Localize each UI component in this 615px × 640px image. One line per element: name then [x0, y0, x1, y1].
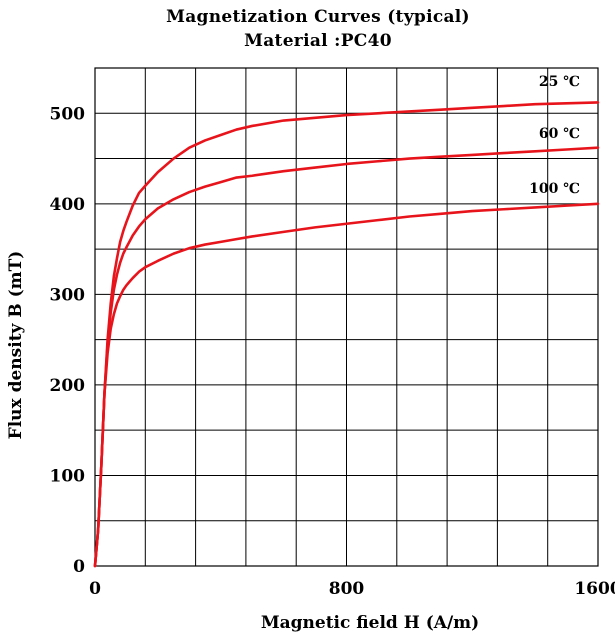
series-group	[93, 101, 600, 568]
series-labels: 25 ℃ 60 ℃ 100 ℃	[529, 74, 580, 197]
x-tick-labels: 0 800 1600	[89, 579, 615, 599]
y-tick-label: 400	[50, 195, 86, 215]
y-tick-label: 200	[50, 376, 86, 396]
y-tick-label: 0	[73, 557, 85, 577]
series-label: 25 ℃	[539, 74, 580, 90]
x-axis-label: Magnetic field H (A/m)	[261, 613, 479, 633]
x-tick-label: 800	[329, 579, 365, 599]
series-line	[93, 101, 600, 568]
series-label: 60 ℃	[539, 126, 580, 142]
plot-frame	[94, 67, 599, 567]
x-tick-label: 1600	[574, 579, 615, 599]
series-line	[93, 146, 600, 568]
y-tick-label: 300	[50, 285, 86, 305]
y-axis-label: Flux density B (mT)	[6, 251, 26, 440]
x-tick-label: 0	[89, 579, 101, 599]
chart-title-line-2: Material :PC40	[244, 31, 392, 51]
chart-title-line-1: Magnetization Curves (typical)	[166, 7, 470, 27]
series-label: 100 ℃	[529, 181, 580, 197]
series-line	[93, 202, 600, 568]
y-tick-labels: 0 100 200 300 400 500	[50, 104, 86, 577]
y-tick-label: 100	[50, 466, 86, 486]
grid	[95, 68, 598, 566]
y-tick-label: 500	[50, 104, 86, 124]
